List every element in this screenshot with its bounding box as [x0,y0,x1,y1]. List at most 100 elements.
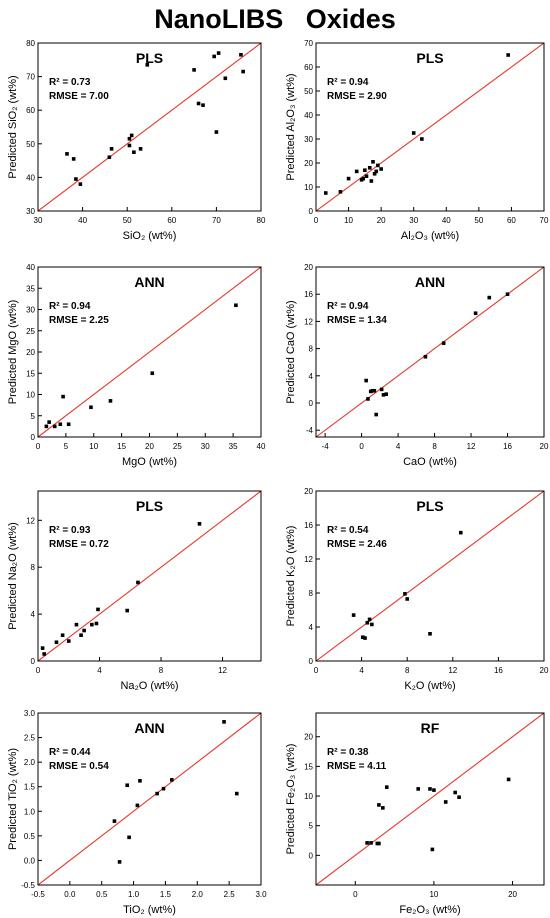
x-axis-label: SiO₂ (wt%) [123,230,177,242]
data-point [443,800,448,804]
x-tick-label: 10 [344,216,353,225]
y-axis-label: Predicted SiO₂ (wt%) [7,75,19,178]
data-point [405,597,409,601]
y-tick-label: 15 [26,369,35,378]
y-tick-label: 8 [309,345,314,354]
data-point [473,311,478,316]
x-axis-label: TiO₂ (wt%) [123,904,176,916]
y-tick-label: 80 [26,39,35,48]
data-point [125,783,129,788]
rmse-label: RMSE = 0.72 [49,539,109,550]
data-point [127,143,132,148]
data-point [214,130,219,134]
x-tick-label: 30 [409,216,418,225]
rmse-label: RMSE = 2.90 [327,91,387,102]
data-point [338,190,343,194]
x-tick-label: 20 [377,216,386,225]
data-point [381,393,386,397]
x-tick-label: 10 [89,442,98,451]
data-point [135,803,140,808]
data-point [61,394,65,399]
r-squared-label: R² = 0.54 [327,525,369,536]
x-tick-label: 1.0 [128,890,140,899]
x-axis-label: CaO (wt%) [403,456,457,468]
data-point [71,157,76,161]
panel-7: -0.5 0.0 0.5 1.0 1.5 2.0 2.5 3.0 -0.5 0.0 0.5 1.0 1.… [7,709,267,916]
data-point [423,354,428,359]
data-point [376,163,380,168]
data-point [428,787,432,791]
method-title: ANN [134,720,164,736]
y-tick-label: 70 [26,73,35,82]
rmse-label: RMSE = 4.11 [327,761,387,772]
y-tick-label: 4 [31,610,36,619]
y-tick-label: 0.5 [24,832,36,841]
y-tick-label: 10 [304,792,313,801]
data-point [346,176,351,181]
data-point [108,399,113,403]
panel-6: 0 4 8 12 16 20 0 4 8 12 16 20 K₂O (wt%) Predicted K₂O… [285,487,549,692]
data-point [150,371,155,376]
data-point [107,155,112,160]
y-tick-label: 8 [31,563,36,572]
x-tick-label: 50 [474,216,483,225]
plot-frame [315,490,545,662]
y-tick-label: 16 [304,290,313,299]
data-point [411,131,416,135]
panel-3: 0 5 10 15 20 25 30 35 40 0 5 10 15 20 25 30 35 40 MgO (wt%… [7,263,266,468]
data-point [192,68,196,72]
y-tick-label: 12 [304,555,313,564]
data-point [40,646,45,650]
data-point [138,779,142,783]
x-tick-label: 70 [540,216,549,225]
data-point [377,841,381,846]
data-point [216,51,221,55]
figure-title: NanoLIBS Oxides [154,4,396,34]
plot-frame [37,712,262,886]
panel-1: 30 40 50 60 70 80 30 40 50 60 70 80 SiO₂ (wt%) Predic… [7,39,266,242]
data-point [138,147,143,151]
data-point [354,169,359,174]
y-tick-label: 16 [304,521,313,530]
y-tick-label: 3.0 [24,709,36,718]
identity-line [316,491,544,661]
y-tick-label: 35 [26,284,35,293]
x-tick-label: 25 [173,442,182,451]
x-tick-label: 20 [540,666,549,675]
method-title: PLS [136,50,163,66]
data-point [506,777,511,782]
data-point [381,806,385,810]
y-tick-label: 25 [26,327,35,336]
y-tick-label: 2.5 [24,734,36,743]
y-tick-label: 0.0 [24,856,36,865]
y-tick-label: 2.0 [24,758,36,767]
y-tick-label: 40 [26,263,35,272]
data-point [441,341,446,345]
x-tick-label: 8 [432,442,437,451]
y-axis-label: Predicted Fe₂O₃ (wt%) [285,744,297,855]
x-tick-label: 20 [145,442,154,451]
data-point [197,522,202,526]
data-point [323,191,328,195]
data-point [96,607,100,612]
data-point [112,819,117,823]
y-tick-label: 15 [304,762,313,771]
data-point [416,787,421,791]
y-axis-label: Predicted Al₂O₃ (wt%) [285,73,297,180]
data-point [384,785,389,789]
data-point [212,54,216,59]
data-point [74,622,79,627]
data-point [367,617,372,622]
x-axis-label: MgO (wt%) [122,456,177,468]
x-tick-label: 16 [503,442,512,451]
panel-4: -4 0 4 8 12 16 20 -4 0 4 8 12 16 20 CaO (wt%) Predicted… [285,263,549,468]
y-axis-label: Predicted CaO (wt%) [285,300,297,403]
data-point [453,790,457,795]
x-tick-label: 4 [359,666,364,675]
y-tick-label: 20 [26,348,35,357]
data-point [47,420,51,424]
data-point [365,841,369,845]
data-point [384,392,389,396]
y-tick-label: 60 [304,63,313,72]
x-tick-label: 16 [494,666,503,675]
